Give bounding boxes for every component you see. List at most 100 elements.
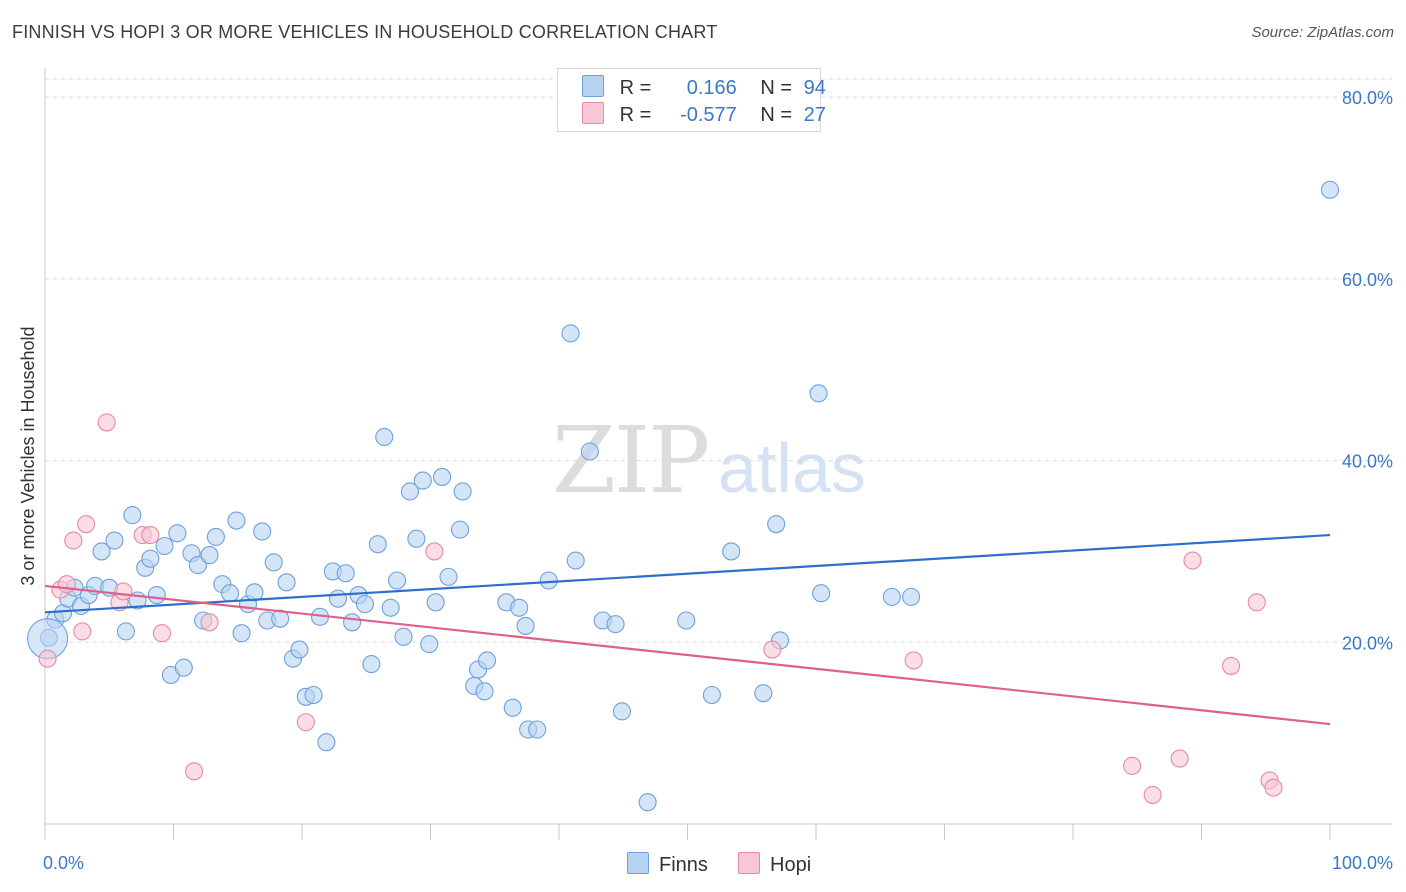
finns-point xyxy=(355,595,375,614)
finns-point xyxy=(566,551,585,570)
watermark-atlas: atlas xyxy=(718,429,866,507)
finns-point xyxy=(453,482,472,501)
hopi-point xyxy=(141,526,160,545)
finns-point xyxy=(141,549,160,568)
finns-point xyxy=(503,698,522,717)
finns-point xyxy=(902,587,921,606)
finns-point xyxy=(264,553,283,572)
n-label: N = xyxy=(760,77,793,99)
hopi-swatch xyxy=(582,102,604,124)
y-tick-label: 40.0% xyxy=(1342,452,1393,472)
hopi-point xyxy=(763,640,782,659)
hopi-legend-swatch xyxy=(738,852,760,874)
finns-point xyxy=(105,531,124,550)
finns-point xyxy=(155,536,174,556)
finns-point xyxy=(439,567,458,586)
finns-point xyxy=(277,573,296,592)
finns-point xyxy=(539,571,558,590)
finns-point xyxy=(227,511,246,530)
hopi-point xyxy=(185,762,204,781)
hopi-legend-label: Hopi xyxy=(770,854,812,876)
finns-point xyxy=(433,467,452,486)
finns-points xyxy=(27,180,1340,812)
x-tick-label-max: 100.0% xyxy=(1332,853,1393,873)
finns-swatch xyxy=(582,75,604,97)
hopi-point xyxy=(1222,656,1241,675)
hopi-point xyxy=(97,413,116,432)
hopi-point xyxy=(1123,756,1142,775)
r-label: R = xyxy=(619,77,652,99)
finns-point xyxy=(451,520,470,539)
chart-title: FINNISH VS HOPI 3 OR MORE VEHICLES IN HO… xyxy=(12,22,718,42)
finns-point xyxy=(174,658,193,677)
hopi-r-value: -0.577 xyxy=(680,104,737,126)
finns-n-value: 94 xyxy=(803,77,826,99)
finns-point xyxy=(702,685,721,705)
finns-point xyxy=(754,684,773,703)
finns-point xyxy=(606,615,625,634)
hopi-point xyxy=(1143,785,1162,804)
axis-labels: 20.0% 40.0% 60.0% 80.0% 0.0% 100.0% 3 or more … xyxy=(18,88,1393,873)
bottom-legend-hopi: Hopi xyxy=(738,852,811,877)
finns-point xyxy=(722,542,741,561)
axes xyxy=(44,68,1392,840)
finns-point xyxy=(394,627,413,646)
hopi-point xyxy=(77,515,96,534)
finns-point xyxy=(381,598,400,617)
finns-point xyxy=(123,506,142,525)
finns-point xyxy=(510,598,529,617)
finns-point xyxy=(232,624,251,643)
source-label: Source: ZipAtlas.com xyxy=(1251,24,1394,41)
finns-point xyxy=(328,589,348,608)
finns-trend-line xyxy=(44,533,1331,614)
finns-point xyxy=(407,529,426,548)
hopi-point xyxy=(114,582,133,601)
hopi-point xyxy=(200,613,219,632)
hopi-point xyxy=(38,649,57,668)
legend-row-finns: R = 0.166 N = 94 xyxy=(582,75,826,99)
finns-point xyxy=(400,482,419,501)
finns-point xyxy=(343,613,362,632)
legend-row-hopi: R = -0.577 N = 27 xyxy=(582,102,826,126)
finns-legend-label: Finns xyxy=(659,854,708,876)
hopi-point xyxy=(1247,593,1266,612)
hopi-point xyxy=(296,713,315,732)
hopi-point xyxy=(1183,551,1202,570)
hopi-point xyxy=(425,542,444,561)
finns-point xyxy=(375,427,394,447)
finns-point xyxy=(516,616,535,635)
finns-point xyxy=(580,442,599,461)
hopi-n-value: 27 xyxy=(803,104,826,126)
bottom-legend-finns: Finns xyxy=(627,852,708,877)
hopi-point xyxy=(1264,778,1283,797)
finns-point xyxy=(638,793,657,812)
y-tick-label: 60.0% xyxy=(1342,270,1393,290)
finns-point xyxy=(882,587,901,606)
finns-point xyxy=(477,651,497,670)
finns-point xyxy=(368,535,387,554)
hopi-point xyxy=(904,651,923,670)
finns-point xyxy=(809,384,828,403)
correlation-legend: R = 0.166 N = 94 R = -0.577 N = 27 xyxy=(557,68,826,132)
hopi-trend-line xyxy=(44,584,1331,726)
finns-point xyxy=(168,524,187,543)
finns-point xyxy=(561,324,580,343)
finns-point xyxy=(220,584,240,603)
finns-legend-swatch xyxy=(627,852,649,874)
finns-r-value: 0.166 xyxy=(686,77,737,99)
finns-point xyxy=(420,635,439,654)
finns-point xyxy=(92,542,111,561)
finns-point xyxy=(317,733,336,752)
finns-point xyxy=(612,702,632,721)
hopi-points xyxy=(38,413,1283,804)
n-label: N = xyxy=(760,104,793,126)
finns-point xyxy=(677,611,696,630)
finns-point xyxy=(206,527,225,546)
hopi-point xyxy=(1170,749,1189,768)
finns-point xyxy=(1320,180,1340,199)
finns-point xyxy=(528,720,547,739)
y-tick-label: 80.0% xyxy=(1342,88,1393,108)
trend-lines xyxy=(44,533,1331,726)
finns-point xyxy=(304,685,323,705)
